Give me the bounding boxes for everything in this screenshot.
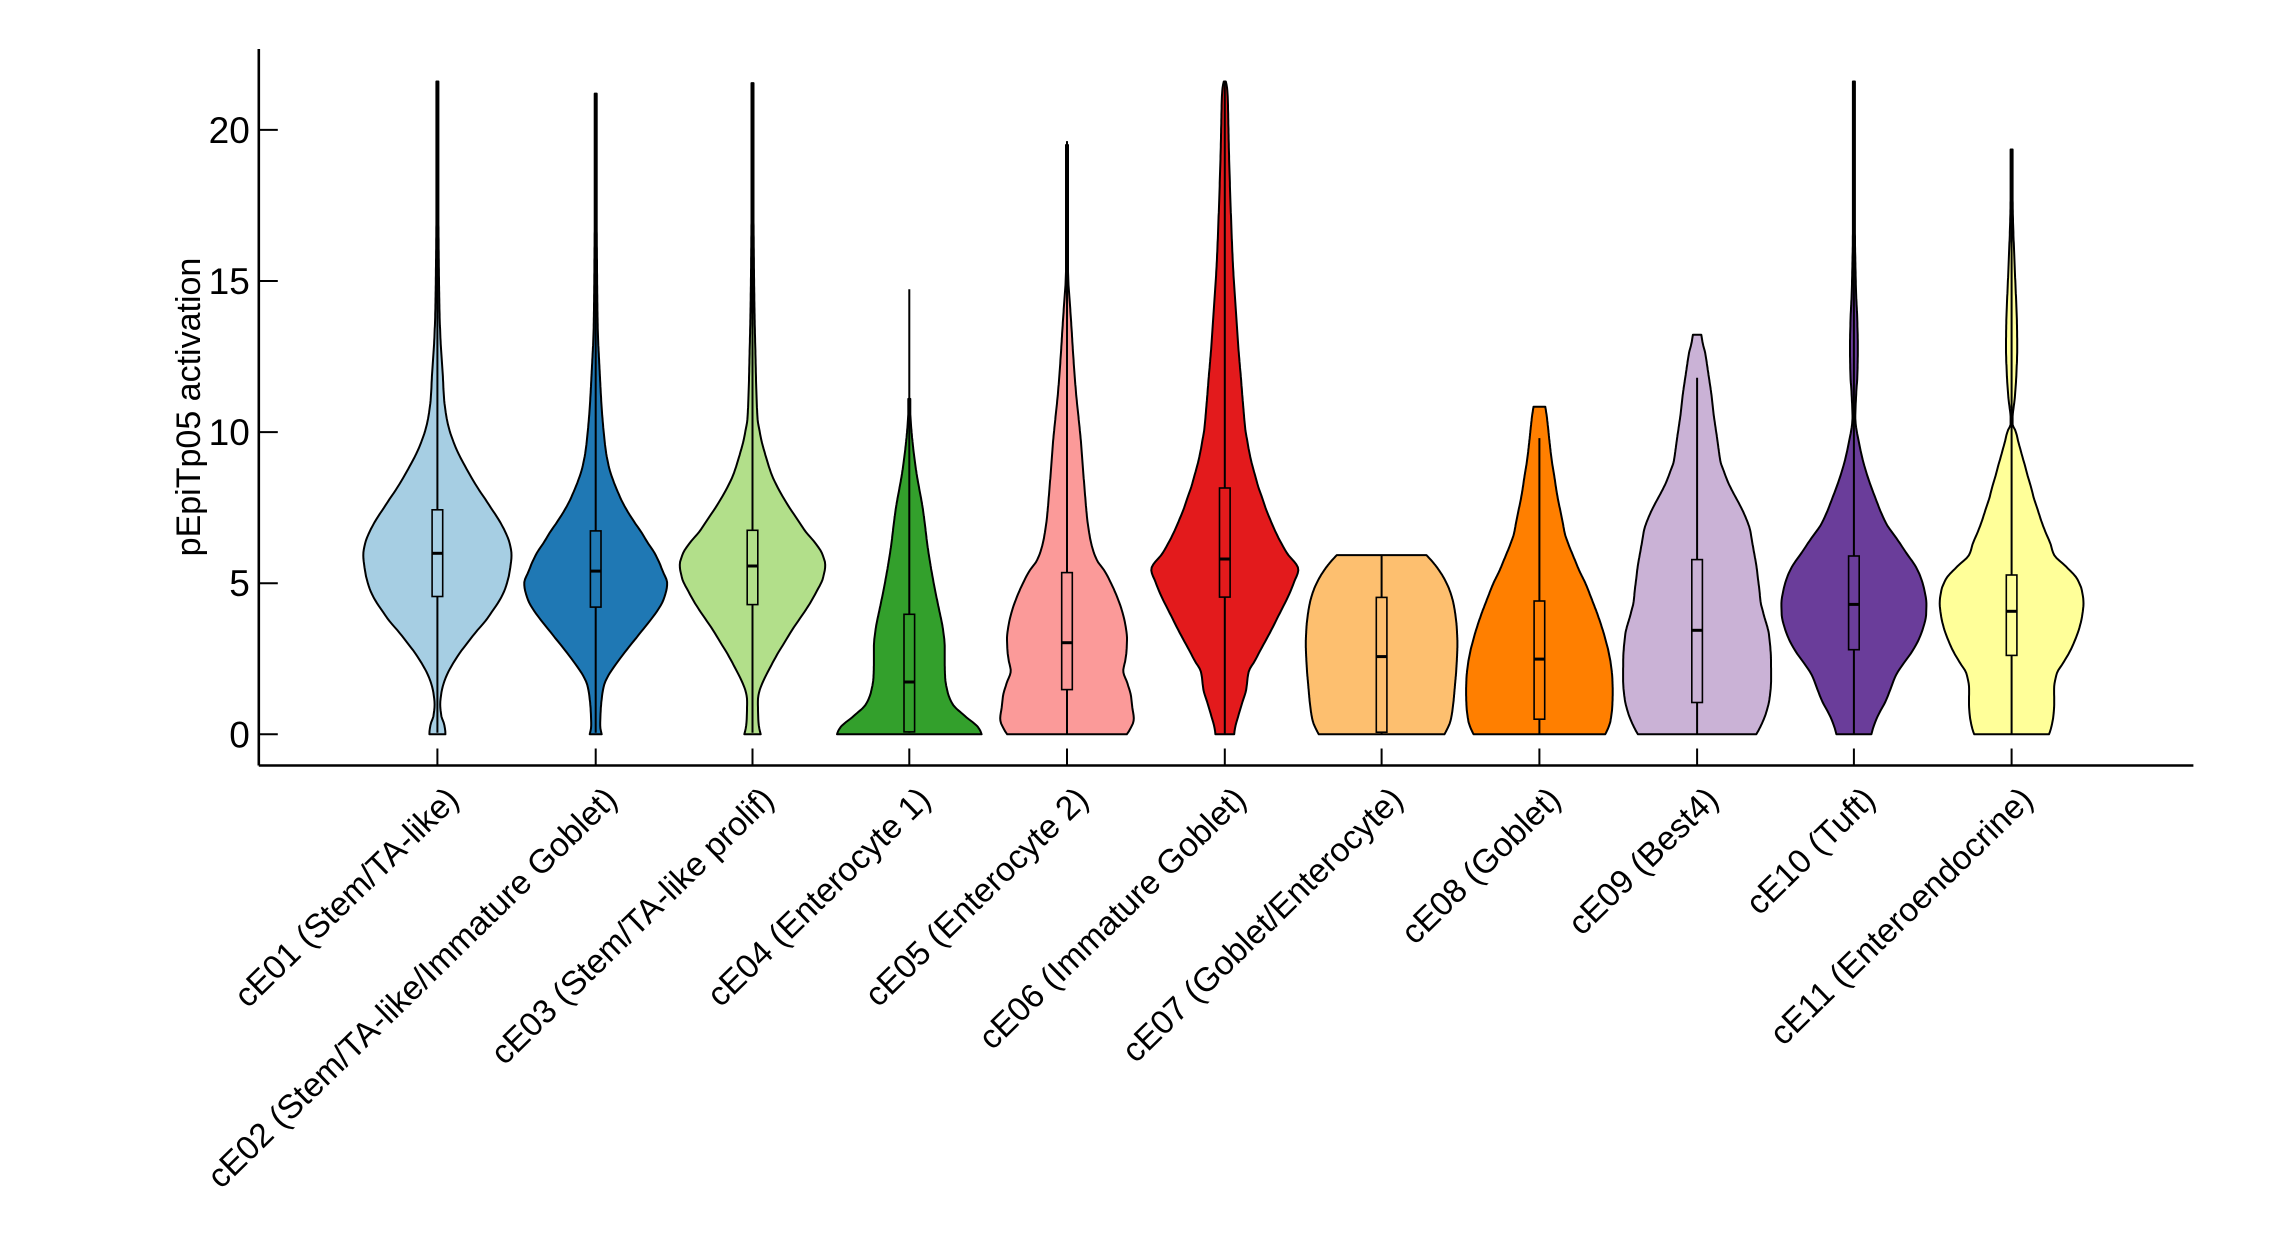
svg-text:pEpiTp05 activation: pEpiTp05 activation	[170, 258, 208, 557]
svg-text:20: 20	[209, 110, 250, 151]
svg-text:15: 15	[209, 261, 250, 302]
svg-text:0: 0	[229, 714, 250, 755]
svg-text:5: 5	[229, 563, 250, 604]
svg-text:10: 10	[209, 412, 250, 453]
